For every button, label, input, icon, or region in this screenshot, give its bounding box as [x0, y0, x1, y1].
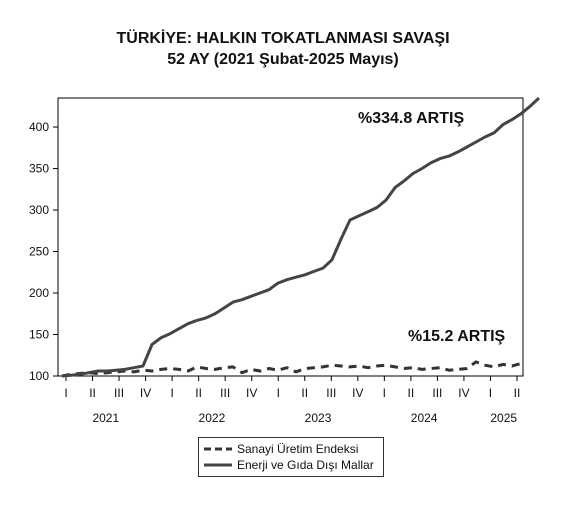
legend-item-energy: Enerji ve Gıda Dışı Mallar: [199, 457, 383, 473]
legend-item-industry: Sanayi Üretim Endeksi: [199, 441, 383, 457]
x-year-label: 2022: [199, 411, 226, 425]
x-year-label: 2025: [490, 411, 517, 425]
x-quarter-label: II: [514, 386, 521, 400]
x-quarter-label: I: [383, 386, 386, 400]
legend: Sanayi Üretim Endeksi Enerji ve Gıda Dış…: [198, 437, 384, 477]
x-quarter-label: III: [114, 386, 124, 400]
x-quarter-label: I: [170, 386, 173, 400]
x-quarter-label: III: [326, 386, 336, 400]
x-quarter-label: I: [64, 386, 67, 400]
series-line-industry: [61, 360, 522, 378]
y-tick-label: 150: [29, 328, 49, 342]
x-quarter-label: II: [89, 386, 96, 400]
legend-label-industry: Sanayi Üretim Endeksi: [237, 442, 359, 456]
x-quarter-label: IV: [352, 386, 363, 400]
series-layer: [61, 96, 541, 378]
y-tick-label: 100: [29, 369, 49, 383]
y-axis: 100 150 200 250 300 350 400: [29, 120, 58, 383]
x-quarter-label: II: [301, 386, 308, 400]
annotation-industry-increase: %15.2 ARTIŞ: [408, 328, 506, 345]
x-year-label: 2021: [92, 411, 119, 425]
y-tick-label: 300: [29, 203, 49, 217]
x-quarter-label: II: [408, 386, 415, 400]
x-quarter-label: III: [432, 386, 442, 400]
plot-frame: [57, 97, 524, 377]
x-quarter-label: IV: [246, 386, 257, 400]
x-quarter-label: I: [489, 386, 492, 400]
x-quarter-label: IV: [458, 386, 469, 400]
y-tick-label: 250: [29, 245, 49, 259]
x-quarter-label: I: [277, 386, 280, 400]
chart-title-line-1: TÜRKİYE: HALKIN TOKATLANMASI SAVAŞI: [116, 30, 450, 47]
x-quarter-label: II: [195, 386, 202, 400]
x-quarter-label: III: [220, 386, 230, 400]
legend-swatch-dashed: [204, 447, 232, 451]
chart-title-line-2: 52 AY (2021 Şubat-2025 Mayıs): [167, 51, 399, 68]
y-tick-label: 200: [29, 286, 49, 300]
chart-title: TÜRKİYE: HALKIN TOKATLANMASI SAVAŞI 52 A…: [0, 28, 566, 70]
legend-swatch-solid: [204, 463, 232, 467]
x-year-label: 2024: [411, 411, 438, 425]
y-tick-label: 350: [29, 162, 49, 176]
annotation-energy-increase: %334.8 ARTIŞ: [358, 110, 464, 127]
legend-label-energy: Enerji ve Gıda Dışı Mallar: [237, 458, 374, 472]
x-quarter-label: IV: [140, 386, 151, 400]
y-tick-label: 400: [29, 120, 49, 134]
x-year-label: 2023: [305, 411, 332, 425]
series-line-energy: [61, 96, 541, 378]
